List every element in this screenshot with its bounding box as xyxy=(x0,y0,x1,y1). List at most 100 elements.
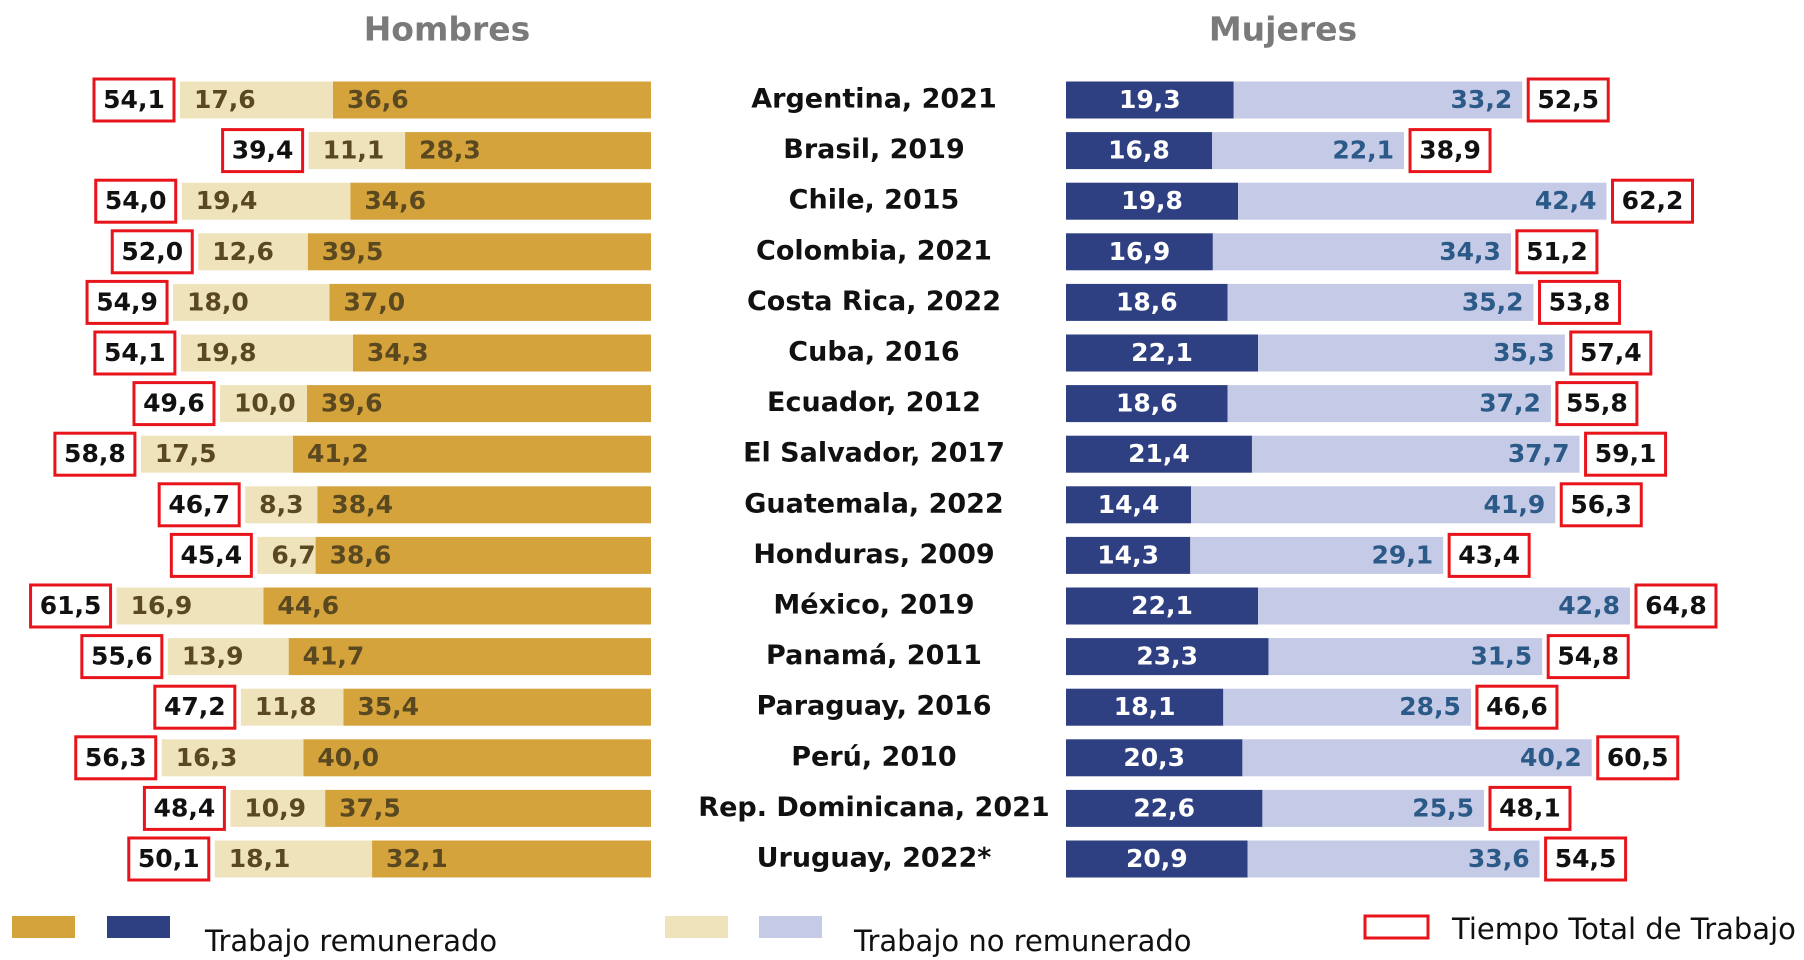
value-label: 16,8 xyxy=(1108,136,1170,165)
bar-segment xyxy=(1238,182,1607,220)
total-box xyxy=(29,583,113,629)
value-label: 37,2 xyxy=(1479,389,1541,418)
bar-segment xyxy=(1066,840,1248,878)
bar-segment xyxy=(372,840,651,878)
total-box xyxy=(157,482,241,528)
total-label: 58,8 xyxy=(64,439,126,468)
bar-segment xyxy=(245,486,318,524)
value-label: 25,5 xyxy=(1412,793,1474,822)
value-label: 22,6 xyxy=(1133,793,1195,822)
total-box xyxy=(142,785,226,831)
legend-label: Tiempo Total de Trabajo xyxy=(1451,912,1796,946)
value-label: 12,6 xyxy=(212,237,274,266)
legend-label: Trabajo no remunerado xyxy=(853,924,1192,958)
value-label: 34,3 xyxy=(367,338,429,367)
bar-segment xyxy=(1251,435,1580,473)
total-box xyxy=(1596,735,1680,781)
total-label: 54,8 xyxy=(1557,642,1619,671)
bar-segment xyxy=(317,486,651,524)
total-box xyxy=(132,381,216,427)
legend-swatch xyxy=(1363,914,1430,940)
category-label: México, 2019 xyxy=(773,590,974,621)
bar-segment xyxy=(180,81,333,119)
total-box xyxy=(1555,381,1639,427)
value-label: 17,5 xyxy=(155,439,217,468)
bar-segment xyxy=(1242,739,1592,777)
bar-segment xyxy=(198,233,308,271)
bar-segment xyxy=(288,638,651,676)
bar-segment xyxy=(308,132,406,170)
bar-segment xyxy=(1066,536,1191,574)
bar-segment xyxy=(214,840,373,878)
total-label: 47,2 xyxy=(164,692,226,721)
value-label: 35,2 xyxy=(1462,287,1524,316)
value-label: 16,3 xyxy=(176,743,238,772)
total-label: 46,6 xyxy=(1486,692,1548,721)
value-label: 19,8 xyxy=(195,338,257,367)
bar-segment xyxy=(1227,385,1551,423)
total-label: 56,3 xyxy=(1570,490,1632,519)
bar-segment xyxy=(1066,81,1234,119)
value-label: 8,3 xyxy=(259,490,303,519)
total-box xyxy=(80,634,164,680)
legend-swatch xyxy=(759,916,822,938)
total-label: 54,0 xyxy=(105,186,167,215)
value-label: 39,5 xyxy=(322,237,384,266)
value-label: 35,4 xyxy=(357,692,419,721)
total-box xyxy=(93,330,177,376)
value-label: 14,4 xyxy=(1098,490,1160,519)
total-box xyxy=(127,836,211,882)
value-label: 41,7 xyxy=(303,642,365,671)
bar-segment xyxy=(161,739,304,777)
bar-segment xyxy=(1066,435,1252,473)
category-label: Guatemala, 2022 xyxy=(744,488,1003,519)
bar-segment xyxy=(1066,385,1228,423)
category-label: Cuba, 2016 xyxy=(788,337,959,368)
total-label: 55,8 xyxy=(1566,389,1628,418)
value-label: 18,6 xyxy=(1116,287,1178,316)
total-box xyxy=(94,178,178,224)
bar-segment xyxy=(306,385,651,423)
value-label: 38,6 xyxy=(330,540,392,569)
legend-swatch xyxy=(665,916,728,938)
bar-segment xyxy=(1247,840,1540,878)
total-label: 64,8 xyxy=(1645,591,1707,620)
total-label: 48,4 xyxy=(154,793,216,822)
value-label: 34,3 xyxy=(1439,237,1501,266)
value-label: 31,5 xyxy=(1471,642,1533,671)
bar-segment xyxy=(1066,283,1228,321)
bar-segment xyxy=(292,435,651,473)
value-label: 19,8 xyxy=(1121,186,1183,215)
bar-segment xyxy=(263,587,651,625)
bar-segment xyxy=(1258,587,1630,625)
total-label: 56,3 xyxy=(85,743,147,772)
category-label: Rep. Dominicana, 2021 xyxy=(698,792,1049,823)
total-label: 43,4 xyxy=(1458,540,1520,569)
category-label: Brasil, 2019 xyxy=(783,134,965,165)
total-label: 54,1 xyxy=(104,338,166,367)
bar-segment xyxy=(329,283,651,321)
total-label: 51,2 xyxy=(1526,237,1588,266)
value-label: 33,2 xyxy=(1451,85,1513,114)
value-label: 41,9 xyxy=(1484,490,1546,519)
value-label: 35,3 xyxy=(1493,338,1555,367)
value-label: 18,6 xyxy=(1116,389,1178,418)
bar-segment xyxy=(173,283,330,321)
bar-segment xyxy=(1066,638,1269,676)
total-label: 48,1 xyxy=(1499,793,1561,822)
total-box xyxy=(1559,482,1643,528)
bar-segment xyxy=(352,334,651,372)
value-label: 18,0 xyxy=(187,287,249,316)
value-label: 42,8 xyxy=(1558,591,1620,620)
category-label: Paraguay, 2016 xyxy=(756,691,991,722)
total-label: 52,5 xyxy=(1537,85,1599,114)
bar-segment xyxy=(1066,789,1263,827)
value-label: 17,6 xyxy=(194,85,256,114)
bar-segment xyxy=(1066,132,1212,170)
value-label: 39,6 xyxy=(321,389,383,418)
total-label: 52,0 xyxy=(121,237,183,266)
bar-segment xyxy=(257,536,316,574)
total-box xyxy=(1515,229,1599,275)
bar-segment xyxy=(1066,334,1259,372)
bar-segment xyxy=(240,688,344,726)
